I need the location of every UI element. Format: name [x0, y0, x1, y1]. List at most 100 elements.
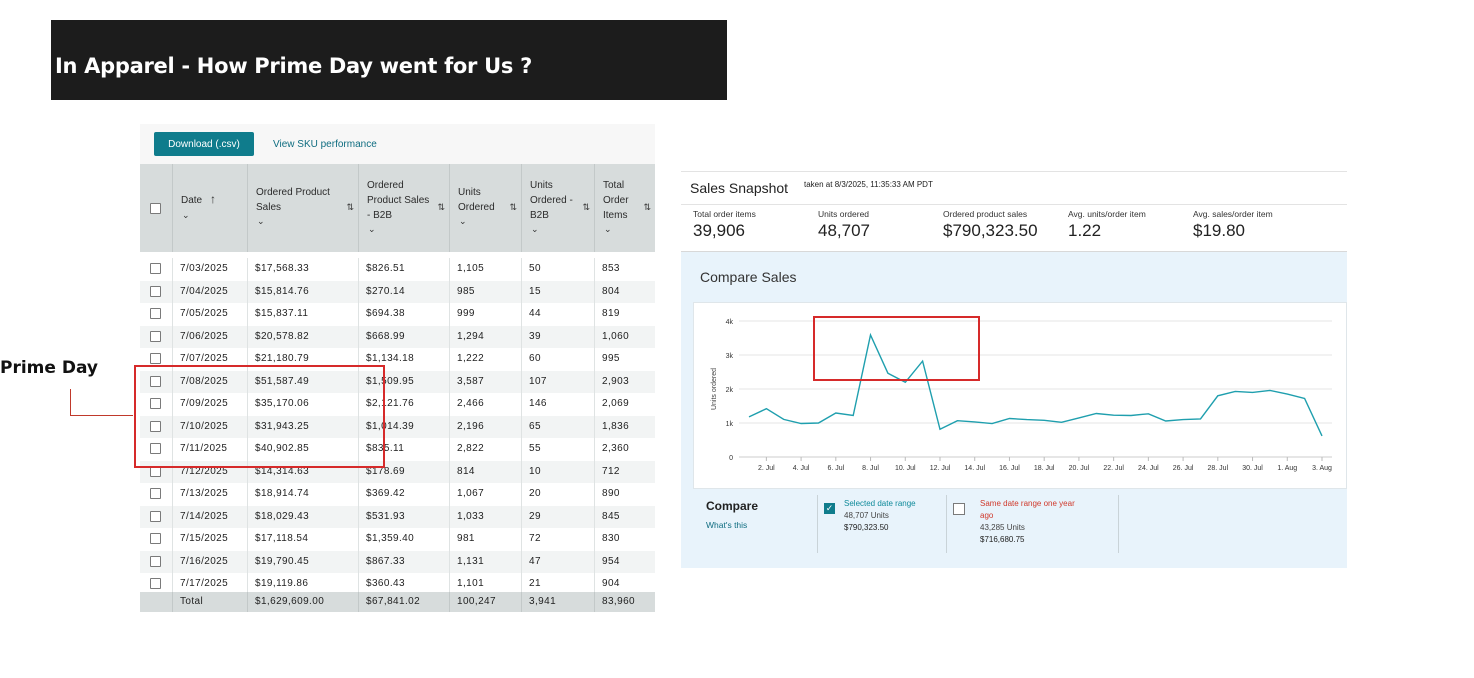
cell-total-order-items: 2,903	[602, 375, 630, 387]
cell-ordered-product-sales: $15,814.76	[248, 280, 359, 303]
cell-total-order-items: 712	[602, 465, 620, 477]
prime-day-label: Prime Day	[0, 358, 98, 378]
table-row[interactable]: 7/10/2025 $31,943.25 $1,014.39 2,196 65 1,836	[140, 415, 655, 438]
table-row[interactable]: 7/09/2025 $35,170.06 $2,121.76 2,466 146 2,06…	[140, 393, 655, 416]
row-checkbox[interactable]	[150, 285, 161, 297]
header-ordered-product-sales-b2b[interactable]: Ordered Product Sales - B2B ⇅ ⌄	[359, 164, 450, 252]
table-row[interactable]: 7/03/2025 $17,568.33 $826.51 1,105 50 853	[140, 258, 655, 281]
cell-ordered-product-sales-b2b: $668.99	[359, 325, 450, 348]
previous-year-checkbox[interactable]	[953, 503, 965, 515]
cell-ordered-product-sales: $35,170.06	[248, 393, 359, 416]
row-select-cell	[140, 370, 173, 393]
series-line-units-ordered	[748, 332, 1323, 437]
row-checkbox[interactable]	[150, 420, 161, 432]
compare-sales-title: Compare Sales	[700, 269, 797, 285]
cell-date: 7/08/2025	[173, 370, 248, 393]
selected-range-label: Selected date range	[844, 499, 916, 508]
chevron-down-icon: ⌄	[604, 224, 612, 234]
metric-label: Total order items	[693, 209, 756, 219]
chevron-down-icon: ⌄	[368, 224, 376, 234]
view-sku-performance-link[interactable]: View SKU performance	[273, 139, 377, 150]
table-row[interactable]: 7/14/2025 $18,029.43 $531.93 1,033 29 845	[140, 505, 655, 528]
selected-range-checkbox[interactable]: ✓	[824, 503, 835, 514]
x-tick-label: 6. Jul	[827, 465, 844, 472]
table-row[interactable]: 7/04/2025 $15,814.76 $270.14 985 15 804	[140, 280, 655, 303]
x-tick-label: 20. Jul	[1069, 465, 1090, 472]
table-row[interactable]: 7/16/2025 $19,790.45 $867.33 1,131 47 954	[140, 550, 655, 573]
previous-year-label: Same date range one year	[980, 499, 1075, 508]
sort-icon: ⇅	[437, 202, 445, 212]
row-checkbox[interactable]	[150, 375, 161, 387]
metric-label: Avg. units/order item	[1068, 209, 1146, 219]
cell-units-ordered: 981	[450, 528, 522, 551]
header-date[interactable]: Date ↑ ⌄	[173, 164, 248, 252]
row-select-cell	[140, 438, 173, 461]
cell-units-ordered: 814	[450, 460, 522, 483]
table-row[interactable]: 7/08/2025 $51,587.49 $1,509.95 3,587 107 2,90…	[140, 370, 655, 393]
cell-date: 7/13/2025	[173, 483, 248, 506]
row-checkbox[interactable]	[150, 263, 161, 274]
download-csv-button[interactable]: Download (.csv)	[154, 132, 254, 156]
x-tick-label: 18. Jul	[1034, 465, 1055, 472]
row-checkbox[interactable]	[150, 510, 161, 522]
row-select-cell	[140, 483, 173, 506]
chevron-down-icon: ⌄	[459, 216, 467, 226]
cell-ordered-product-sales: $17,118.54	[248, 528, 359, 551]
row-checkbox[interactable]	[150, 578, 161, 589]
table-row[interactable]: 7/05/2025 $15,837.11 $694.38 999 44 819	[140, 303, 655, 326]
table-row[interactable]: 7/07/2025 $21,180.79 $1,134.18 1,222 60 995	[140, 348, 655, 371]
table-row[interactable]: 7/13/2025 $18,914.74 $369.42 1,067 20 890	[140, 483, 655, 506]
cell-date: 7/16/2025	[173, 550, 248, 573]
row-checkbox[interactable]	[150, 308, 161, 319]
header-units-ordered-b2b[interactable]: Units Ordered - B2B ⇅ ⌄	[522, 164, 595, 252]
header-units-ordered[interactable]: Units Ordered ⇅ ⌄	[450, 164, 522, 252]
row-select-cell	[140, 325, 173, 348]
cell-total-order-items: 904	[602, 578, 620, 589]
row-select-cell	[140, 573, 173, 596]
x-tick-label: 26. Jul	[1173, 465, 1194, 472]
cell-units-ordered: 1,033	[450, 505, 522, 528]
row-select-cell	[140, 528, 173, 551]
cell-units-ordered: 2,196	[450, 415, 522, 438]
cell-units-ordered: 1,131	[450, 550, 522, 573]
whats-this-link[interactable]: What's this	[706, 520, 748, 530]
cell-ordered-product-sales-b2b: $1,509.95	[359, 370, 450, 393]
row-checkbox[interactable]	[150, 488, 161, 499]
cell-ordered-product-sales-b2b: $531.93	[359, 505, 450, 528]
header-select-all-cell	[140, 164, 173, 252]
table-row[interactable]: 7/15/2025 $17,118.54 $1,359.40 981 72 830	[140, 528, 655, 551]
table-toolbar: Download (.csv) View SKU performance	[140, 124, 655, 164]
y-tick-label: 1k	[726, 421, 734, 428]
cell-units-ordered-b2b: 50	[522, 258, 595, 281]
selected-range-sales: $790,323.50	[844, 523, 889, 532]
row-checkbox[interactable]	[150, 353, 161, 364]
row-checkbox[interactable]	[150, 533, 161, 544]
metric-units-ordered: Units ordered 48,707	[818, 209, 870, 241]
x-tick-label: 3. Aug	[1312, 465, 1332, 472]
cell-units-ordered-b2b: 55	[522, 438, 595, 461]
row-checkbox[interactable]	[150, 398, 161, 409]
cell-ordered-product-sales-b2b: $1,359.40	[359, 528, 450, 551]
cell-total-order-items: 804	[602, 285, 620, 297]
compare-sales-panel: Compare Sales 0 1k 2k 3k 4k Units ordered 2. J…	[681, 251, 1347, 568]
metric-avg-units-per-order-item: Avg. units/order item 1.22	[1068, 209, 1146, 241]
row-checkbox[interactable]	[150, 330, 161, 342]
table-row[interactable]: 7/06/2025 $20,578.82 $668.99 1,294 39 1,060	[140, 325, 655, 348]
table-row[interactable]: 7/17/2025 $19,119.86 $360.43 1,101 21 904	[140, 573, 655, 596]
metric-label: Avg. sales/order item	[1193, 209, 1273, 219]
select-all-checkbox[interactable]	[150, 203, 161, 214]
header-total-order-items[interactable]: Total Order Items ⇅ ⌄	[595, 164, 655, 252]
x-tick-label: 4. Jul	[793, 465, 810, 472]
cell-units-ordered: 1,101	[450, 573, 522, 596]
row-checkbox[interactable]	[150, 555, 161, 567]
table-total-row: Total $1,629,609.00 $67,841.02 100,247 3…	[140, 592, 655, 612]
sort-icon: ⇅	[346, 202, 354, 212]
metric-label: Units ordered	[818, 209, 870, 219]
previous-year-units: 43,285 Units	[980, 523, 1025, 532]
cell-units-ordered: 999	[450, 303, 522, 326]
row-checkbox[interactable]	[150, 443, 161, 454]
row-select-cell	[140, 393, 173, 416]
metric-value: 48,707	[818, 221, 870, 240]
y-tick-label: 3k	[726, 353, 734, 360]
header-ordered-product-sales[interactable]: Ordered Product Sales ⇅ ⌄	[248, 164, 359, 252]
